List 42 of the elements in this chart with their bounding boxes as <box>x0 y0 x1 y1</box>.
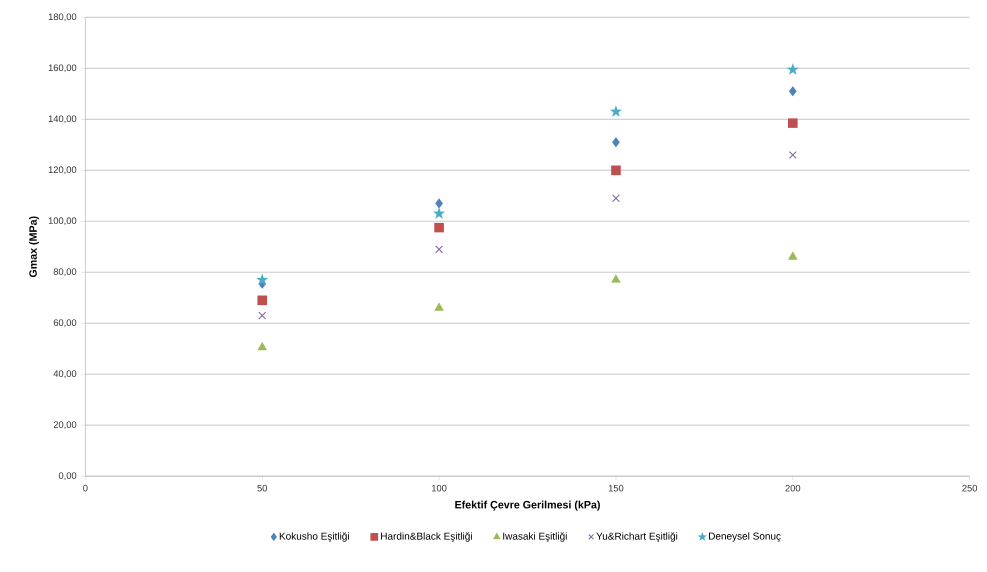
y-tick-label: 80,00 <box>54 268 76 276</box>
point <box>434 222 444 232</box>
point <box>788 150 797 159</box>
y-tick-label: 120,00 <box>48 166 76 174</box>
point <box>257 274 268 284</box>
point <box>612 137 620 147</box>
legend-label: Kokusho Eşitliği <box>280 532 349 542</box>
point <box>611 165 621 175</box>
x-tick-label: 250 <box>962 484 978 492</box>
y-axis-title: Gmax (MPa) <box>28 216 39 278</box>
point <box>258 312 266 320</box>
x-tick-label: 100 <box>432 484 447 492</box>
point <box>788 252 798 260</box>
y-tick-label: 160,00 <box>48 64 76 72</box>
point <box>434 302 444 311</box>
x-tick-label: 150 <box>608 484 624 492</box>
y-tick-label: 180,00 <box>48 13 76 22</box>
legend-label: Deneysel Sonuç <box>709 532 781 542</box>
y-tick-label: 60,00 <box>54 319 76 327</box>
point <box>435 245 444 254</box>
x-tick-label: 50 <box>257 484 268 492</box>
point <box>612 194 620 202</box>
point <box>435 198 443 208</box>
point <box>434 208 444 218</box>
point <box>789 86 797 96</box>
point <box>258 342 267 350</box>
point <box>788 64 798 74</box>
legend-label: Hardin&Black Eşitliği <box>381 532 472 542</box>
y-tick-label: 40,00 <box>53 370 76 378</box>
y-tick-label: 20,00 <box>54 421 76 429</box>
x-tick-label: 200 <box>785 484 800 492</box>
point <box>611 274 620 283</box>
x-tick-label: 0 <box>83 484 88 492</box>
x-axis-title: Efektif Çevre Gerilmesi (kPa) <box>455 500 600 510</box>
point <box>257 295 268 305</box>
y-tick-label: 0,00 <box>58 472 76 480</box>
y-tick-label: 100,00 <box>48 217 76 226</box>
y-tick-label: 140,00 <box>48 115 76 124</box>
legend-label: Iwasaki Eşitliği <box>503 532 567 542</box>
point <box>610 106 622 116</box>
legend-label: Yu&Richart Eşitliği <box>596 532 678 542</box>
point <box>788 118 798 128</box>
